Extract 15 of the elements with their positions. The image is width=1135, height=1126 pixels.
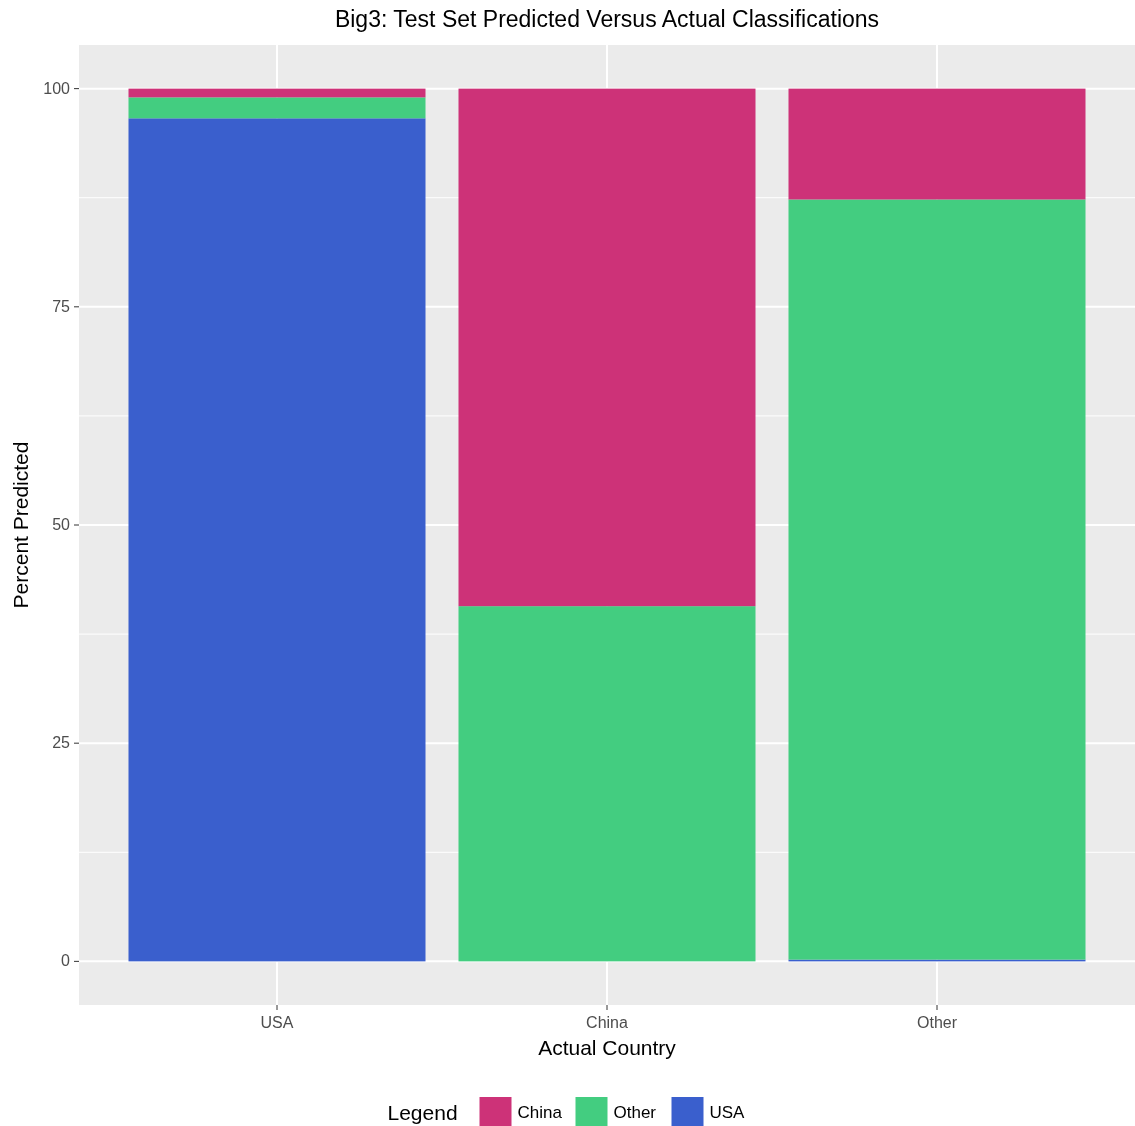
chart-title: Big3: Test Set Predicted Versus Actual Classifications [334,6,880,32]
y-tick-label: 25 [52,734,71,752]
legend-title: Legend [387,1101,458,1124]
x-axis-title: Actual Country [538,1036,677,1059]
y-tick-label: 75 [52,297,71,315]
x-tick-label: Other [916,1014,958,1031]
x-tick-label: China [586,1014,628,1031]
x-tick-label: USA [260,1014,294,1031]
legend-label: China [517,1103,563,1122]
legend-label: Other [613,1103,657,1122]
y-tick-label: 50 [52,516,71,533]
y-tick-label: 0 [61,952,71,970]
y-tick-label: 100 [43,79,71,97]
y-axis-title: Percent Predicted [9,441,32,609]
legend-label: USA [709,1103,746,1122]
